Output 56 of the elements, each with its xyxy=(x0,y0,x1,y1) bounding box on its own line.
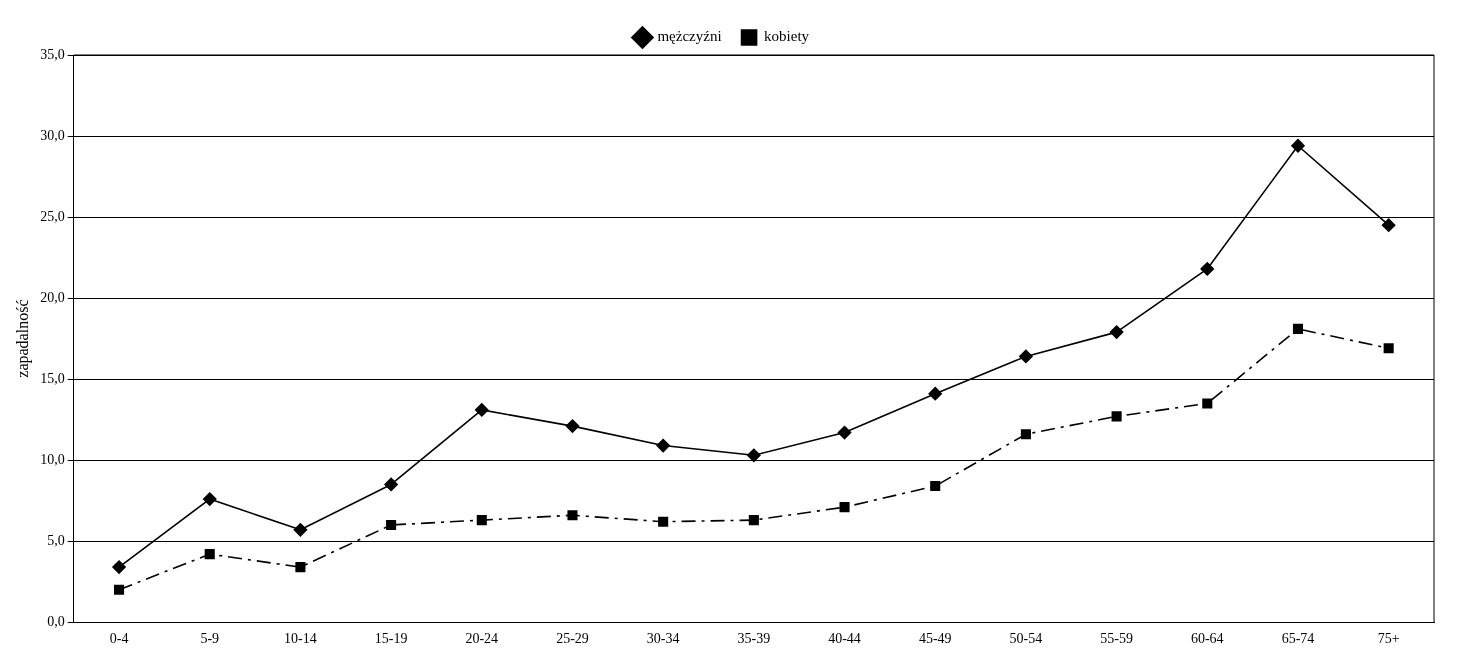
legend-label: mężczyźni xyxy=(657,28,722,45)
x-tick-label: 25-29 xyxy=(556,631,589,647)
x-tick-label: 35-39 xyxy=(737,631,771,647)
point xyxy=(930,481,941,492)
point xyxy=(202,492,217,506)
point xyxy=(928,386,943,401)
point xyxy=(1109,325,1124,339)
y-axis-title: zapadalność xyxy=(13,299,32,378)
y-tick-label: 30,0 xyxy=(40,127,65,143)
y-tick-label: 35,0 xyxy=(40,46,65,62)
point xyxy=(295,562,306,573)
x-tick-label: 30-34 xyxy=(646,631,680,647)
x-tick-label: 20-24 xyxy=(465,631,499,647)
legend-label: kobiety xyxy=(764,28,810,45)
point xyxy=(1019,349,1033,364)
point xyxy=(204,549,215,560)
point xyxy=(1202,398,1213,409)
point xyxy=(1020,429,1031,440)
point xyxy=(474,403,489,417)
point xyxy=(1291,138,1305,153)
y-tick-label: 20,0 xyxy=(40,289,65,305)
point xyxy=(476,515,487,526)
x-tick-label: 40-44 xyxy=(828,631,861,647)
x-tick-label: 55-59 xyxy=(1100,631,1133,647)
point xyxy=(656,438,670,453)
y-tick-label: 10,0 xyxy=(40,451,65,467)
y-tick-label: 15,0 xyxy=(40,370,65,386)
x-tick-label: 10-14 xyxy=(284,631,317,647)
point xyxy=(839,502,850,513)
point xyxy=(658,516,669,527)
point xyxy=(567,510,578,521)
point xyxy=(293,523,308,537)
point xyxy=(747,448,761,463)
x-tick-label: 75+ xyxy=(1377,631,1400,647)
point xyxy=(837,425,852,440)
point xyxy=(114,584,125,595)
point xyxy=(1200,262,1215,276)
point xyxy=(1292,323,1304,334)
x-tick-label: 65-74 xyxy=(1281,631,1315,647)
x-tick-label: 60-64 xyxy=(1190,631,1224,647)
x-tick-label: 50-54 xyxy=(1009,631,1043,647)
point xyxy=(565,419,580,433)
point xyxy=(386,519,397,531)
point xyxy=(1111,411,1122,422)
point xyxy=(384,477,398,492)
x-tick-label: 45-49 xyxy=(918,631,952,647)
point xyxy=(1383,343,1394,354)
point xyxy=(112,560,126,574)
y-tick-label: 0,0 xyxy=(47,613,65,629)
x-tick-label: 15-19 xyxy=(374,631,408,647)
point xyxy=(1381,218,1396,232)
y-tick-label: 5,0 xyxy=(47,532,65,548)
x-tick-label: 5-9 xyxy=(200,631,220,647)
y-tick-label: 25,0 xyxy=(40,208,65,224)
x-tick-label: 0-4 xyxy=(109,631,129,647)
point xyxy=(748,515,759,526)
